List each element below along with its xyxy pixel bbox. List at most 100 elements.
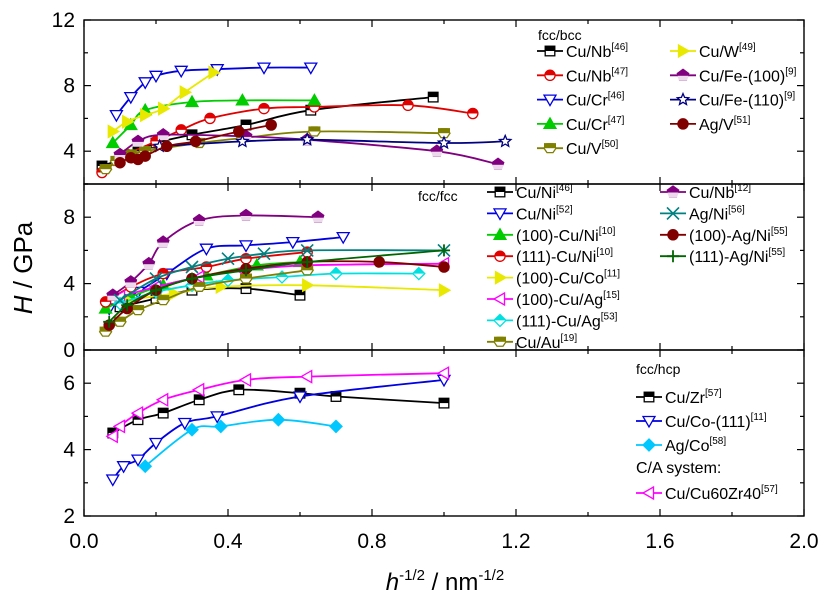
data-point <box>177 417 192 431</box>
data-point <box>156 235 170 248</box>
data-point <box>294 289 306 301</box>
legend-label: Cu/V[50] <box>566 139 618 158</box>
data-point <box>307 126 322 137</box>
data-point <box>98 301 113 314</box>
panel-1-plot <box>96 62 513 179</box>
data-point <box>210 411 225 424</box>
legend-label: Cu/Co-(111)[11] <box>665 412 767 431</box>
data-point <box>103 315 116 328</box>
data-point <box>438 244 450 257</box>
data-point <box>438 261 450 273</box>
legend-ref: [55] <box>768 247 785 258</box>
legend-panel-2: fcc/fcc Cu/Ni[46] Cu/Ni[52] (100)-Cu/Ni[10]… <box>418 183 788 352</box>
y-tick-label: 4 <box>63 273 75 296</box>
legend-ref: [11] <box>751 412 767 423</box>
data-point <box>235 133 250 148</box>
data-point <box>149 272 163 286</box>
legend-ref: [12] <box>734 183 751 194</box>
data-point <box>199 243 214 257</box>
data-point <box>437 128 451 139</box>
legend-label: (111)-Cu/Ni[10] <box>516 247 613 266</box>
data-point <box>179 85 193 100</box>
data-point <box>302 278 315 293</box>
y-tick-label: 4 <box>63 140 75 163</box>
data-point <box>130 405 144 421</box>
data-point <box>238 240 254 253</box>
legend-entry: Cu/Au[19] <box>487 333 577 352</box>
data-point <box>121 299 134 312</box>
legend-label: Cu/Cr[47] <box>566 115 625 134</box>
data-point <box>411 266 426 281</box>
legend-label: Cu/Cr[46] <box>566 91 625 110</box>
legend-label: Cu/Ni[46] <box>516 183 573 202</box>
data-point <box>105 135 120 149</box>
data-point <box>122 114 135 129</box>
ca-system-title: C/A system: <box>636 460 721 477</box>
legend-marker <box>542 94 558 107</box>
data-point <box>109 109 124 123</box>
y-tick-label: 6 <box>63 372 75 395</box>
data-point <box>130 454 146 467</box>
data-point <box>299 369 313 384</box>
legend-entry: Cu/Ni[52] <box>487 204 573 223</box>
data-point <box>191 382 205 397</box>
data-point <box>131 134 145 147</box>
data-point <box>402 99 414 112</box>
y-tick-label: 2 <box>63 505 75 528</box>
legend-entry: Cu/Nb[47] <box>537 66 628 85</box>
data-point <box>256 62 272 75</box>
legend-label: Cu/Nb[47] <box>566 66 628 85</box>
legend-entry: Cu/Cu60Zr40[57] <box>636 484 778 503</box>
legend-marker <box>675 91 691 106</box>
legend-marker <box>494 270 508 285</box>
legend-ref: [19] <box>560 333 577 344</box>
legend-ref: [46] <box>611 42 628 53</box>
panel-3-plot <box>105 366 452 487</box>
panel-title: fcc/hcp <box>636 361 681 377</box>
data-point <box>239 208 253 221</box>
data-point <box>204 112 216 125</box>
legend-marker <box>677 118 689 130</box>
data-point <box>235 93 250 106</box>
legend-entry: (111)-Ag/Ni[55] <box>660 247 785 266</box>
data-point <box>114 156 126 169</box>
data-point <box>105 474 120 487</box>
legend-marker <box>492 208 508 221</box>
legend-ref: [58] <box>709 436 726 447</box>
legend-ref: [57] <box>761 484 778 495</box>
legend-label: Cu/Nb[46] <box>566 42 628 61</box>
data-point <box>233 125 245 138</box>
series-cu-w <box>107 65 221 139</box>
legend-label: Ag/V[51] <box>699 115 751 134</box>
data-point <box>156 127 170 141</box>
series-cu-cu60zr40 <box>105 366 450 444</box>
legend-marker <box>667 250 679 263</box>
legend-marker <box>493 336 507 347</box>
data-point <box>467 107 479 120</box>
series-line <box>112 379 445 481</box>
data-point <box>184 94 200 108</box>
y-tick-label: 4 <box>63 439 75 462</box>
legend-label: (111)-Ag/Ni[55] <box>689 247 785 266</box>
data-point <box>175 124 187 136</box>
legend-label: Cu/Zr[57] <box>665 388 722 407</box>
data-point <box>329 266 343 281</box>
data-point <box>438 397 450 409</box>
data-point <box>329 419 343 434</box>
data-point <box>301 256 314 268</box>
data-point <box>258 102 270 115</box>
legend-entry: Ag/Co[58] <box>636 436 726 455</box>
legend-marker <box>641 415 657 429</box>
data-point <box>438 283 452 298</box>
legend-marker <box>641 485 655 501</box>
legend-label: Ag/Co[58] <box>665 436 726 455</box>
data-point <box>436 366 450 381</box>
data-point <box>285 236 300 250</box>
data-point <box>240 264 252 277</box>
series-cu-cr <box>109 62 318 123</box>
data-point <box>158 101 171 116</box>
x-tick-label: 2.0 <box>789 530 818 553</box>
data-point <box>185 260 199 274</box>
x-tick-label: 1.2 <box>501 530 530 553</box>
